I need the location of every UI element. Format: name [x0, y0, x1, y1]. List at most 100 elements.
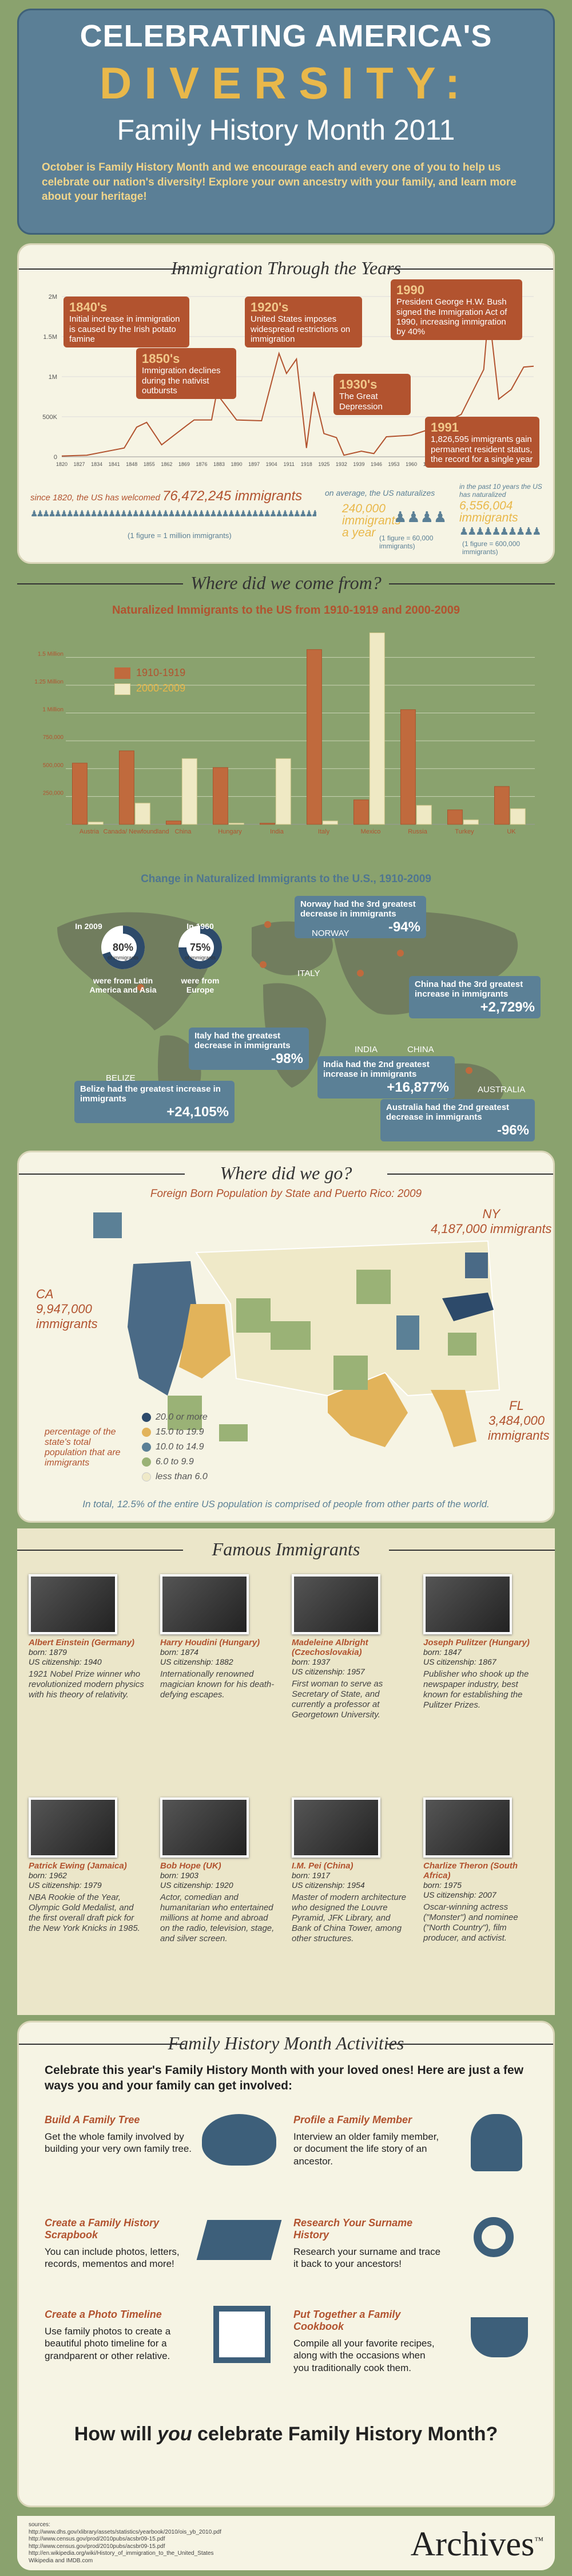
x-tick-label: 1855: [144, 461, 155, 467]
portrait-photo: [292, 1574, 380, 1634]
x-tick-label: 1960: [406, 461, 417, 467]
activities-intro: Celebrate this year's Family History Mon…: [45, 2064, 524, 2093]
where-subtitle: Foreign Born Population by State and Pue…: [150, 1188, 422, 1200]
x-tick-label: 1827: [74, 461, 85, 467]
x-tick-label: 1897: [248, 461, 260, 467]
stat3-pre: in the past 10 years the US has naturali…: [459, 483, 542, 499]
person-name: Albert Einstein (Germany): [29, 1638, 135, 1647]
y-tick-label: 250,000: [43, 790, 64, 796]
portrait-photo: [29, 1797, 117, 1858]
category-label: China: [175, 828, 192, 835]
x-tick-label: 1848: [126, 461, 137, 467]
bar-1910-1919: [306, 649, 322, 825]
x-tick-label: 1869: [178, 461, 190, 467]
activity-scrapbook: Create a Family History Scrapbook You can…: [45, 2217, 180, 2270]
person-born: born: 1917: [292, 1871, 330, 1880]
bar-2000-2009: [228, 823, 244, 825]
stat2-num: 240,000 immigrants a year: [342, 502, 401, 539]
box-china: China had the 3rd greatest increase in i…: [409, 976, 541, 1019]
bar-2000-2009: [181, 758, 197, 825]
category-label: Turkey: [455, 828, 474, 835]
box-belize: Belize had the greatest increase in immi…: [74, 1081, 235, 1124]
portrait-photo: [29, 1574, 117, 1634]
event-1930s: 1930's The Great Depression: [333, 374, 411, 415]
box-norway: Norway had the 3rd greatest decrease in …: [295, 896, 426, 939]
y-tick-label: 500,000: [43, 762, 64, 769]
x-tick-label: 1932: [336, 461, 347, 467]
map-legend-note: percentage of the state's total populati…: [45, 1427, 121, 1468]
naturalized-bar-chart: 250,000 500,000 750,000 1 Million 1.25 Milli…: [34, 633, 535, 835]
category-label: Mexico: [361, 828, 381, 835]
famous-person: Harry Houdini (Hungary) born: 1874 US citi…: [160, 1574, 277, 1700]
x-tick-label: 1862: [161, 461, 172, 467]
x-tick-label: 1834: [91, 461, 102, 467]
intro-text: October is Family History Month and we e…: [42, 161, 517, 203]
portrait-photo: [160, 1797, 249, 1858]
person-icon: [471, 2114, 522, 2171]
bar-2000-2009: [322, 820, 338, 825]
person-born: born: 1847: [423, 1647, 462, 1657]
place-india: INDIA: [355, 1045, 378, 1054]
category-label: Canada/ Newfoundland: [104, 828, 169, 835]
title-line3: Family History Month 2011: [117, 114, 455, 146]
x-tick-label: 1939: [353, 461, 364, 467]
category-label: India: [270, 828, 284, 835]
where-footer: In total, 12.5% of the entire US populat…: [82, 1499, 490, 1510]
tree-icon: [202, 2114, 276, 2166]
magnifier-icon: [474, 2217, 514, 2257]
person-name: Patrick Ewing (Jamaica): [29, 1861, 127, 1871]
person-born: born: 1962: [29, 1871, 67, 1880]
person-name: Harry Houdini (Hungary): [160, 1638, 260, 1647]
x-tick-label: 1953: [388, 461, 400, 467]
place-italy: ITALY: [297, 969, 320, 978]
event-1840s: 1840's Initial increase in immigration is…: [63, 297, 189, 348]
bar-2000-2009: [510, 808, 526, 825]
x-tick-label: 1918: [301, 461, 312, 467]
ca-label: CA 9,947,000 immigrants: [36, 1287, 98, 1331]
photos-icon: [213, 2306, 271, 2363]
portrait-photo: [423, 1574, 512, 1634]
event-1991: 1991 1,826,595 immigrants gain permanent …: [425, 417, 539, 468]
stat1-note: (1 figure = 1 million immigrants): [128, 531, 232, 540]
person-desc: Actor, comedian and humanitarian who ent…: [160, 1892, 275, 1943]
bar-1910-1919: [72, 762, 88, 825]
person-citizenship: US citizenship: 1940: [29, 1657, 102, 1666]
x-tick-label: 1876: [196, 461, 207, 467]
person-citizenship: US citizenship: 1979: [29, 1880, 102, 1890]
bar-legend: 1910-1919 2000-2009: [114, 667, 185, 695]
pie2-desc: were from Europe: [181, 976, 220, 994]
stat3-icons: ♟♟♟♟♟♟♟♟♟♟: [459, 526, 541, 537]
x-tick-label: 1890: [231, 461, 243, 467]
y-tick-label: 750,000: [43, 734, 64, 741]
bar-2000-2009: [275, 758, 291, 825]
famous-person: Bob Hope (UK) born: 1903 US citizenship: 1…: [160, 1797, 277, 1944]
pie2-pct: 75%: [189, 942, 211, 953]
activity-profile: Profile a Family Member Interview an olde…: [293, 2114, 439, 2167]
x-tick-label: 1904: [266, 461, 277, 467]
x-tick-label: 1946: [371, 461, 382, 467]
map-legend: 20.0 or more 15.0 to 19.9 10.0 to 14.9 6…: [142, 1410, 208, 1484]
activities-panel: Family History Month Activities Celebrat…: [17, 2021, 555, 2507]
box-australia: Australia had the 2nd greatest decrease …: [380, 1099, 535, 1142]
person-born: born: 1975: [423, 1880, 462, 1890]
bar-1910-1919: [353, 799, 369, 825]
category-label: Russia: [408, 828, 428, 835]
place-norway: NORWAY: [312, 929, 349, 938]
fl-label: FL 3,484,000 immigrants: [488, 1398, 550, 1443]
event-1850s: 1850's Immigration declines during the na…: [136, 348, 236, 400]
y-tick-label: 1.5M: [43, 334, 57, 341]
where-panel: Where did we go? Foreign Born Population…: [17, 1151, 555, 1523]
pie2-year: In 1960: [186, 922, 214, 931]
person-born: born: 1937: [292, 1657, 330, 1666]
person-citizenship: US citizenship: 2007: [423, 1890, 496, 1899]
ny-label: NY 4,187,000 immigrants: [431, 1207, 552, 1236]
category-label: Hungary: [218, 828, 242, 835]
immigration-panel: Immigration Through the Years 0 500K 1M 1.5…: [17, 243, 555, 564]
person-desc: Internationally renowned magician known …: [160, 1669, 275, 1700]
person-born: born: 1874: [160, 1647, 198, 1657]
place-australia: AUSTRALIA: [478, 1085, 526, 1095]
pot-icon: [471, 2317, 528, 2357]
archives-logo: Archives™: [410, 2525, 543, 2563]
bar-2000-2009: [463, 819, 479, 825]
event-1990: 1990 President George H.W. Bush signed th…: [391, 279, 522, 341]
